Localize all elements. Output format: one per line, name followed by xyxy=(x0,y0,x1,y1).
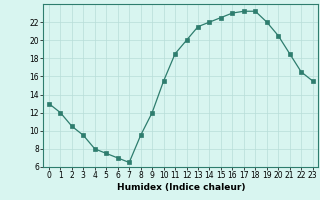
X-axis label: Humidex (Indice chaleur): Humidex (Indice chaleur) xyxy=(116,183,245,192)
